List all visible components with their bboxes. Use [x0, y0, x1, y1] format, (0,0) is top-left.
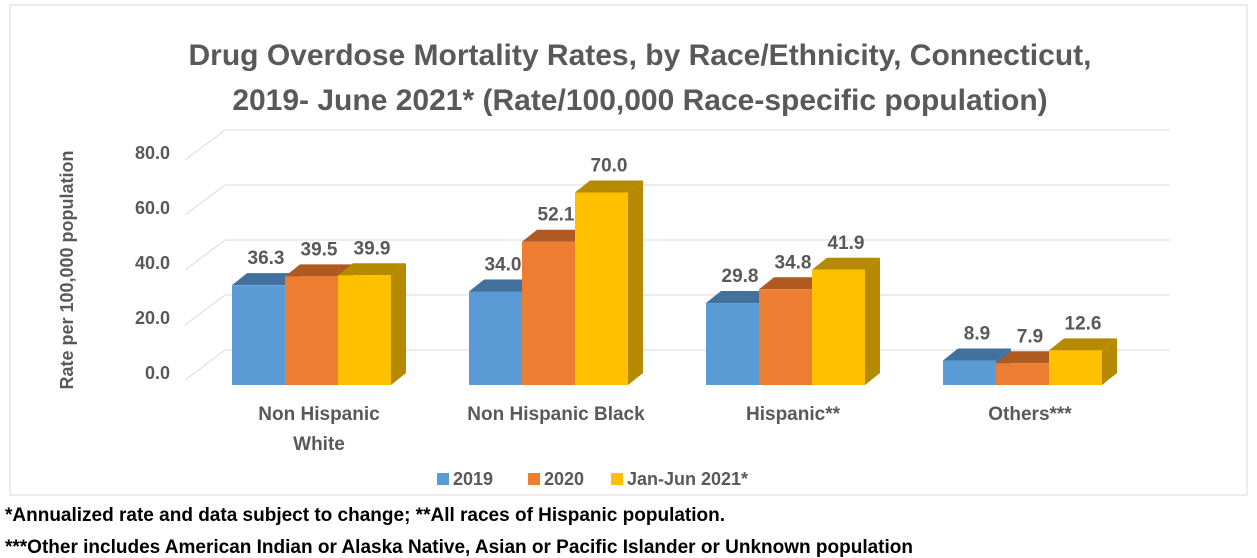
bar: [575, 192, 628, 385]
bar: [338, 275, 391, 385]
bar: [1049, 350, 1102, 385]
bar-top: [706, 291, 774, 304]
data-label: 7.9: [1017, 326, 1043, 347]
x-tick-label: Others***: [988, 404, 1072, 425]
bar-top: [996, 351, 1064, 364]
grid-line: [184, 129, 226, 161]
bar-top: [285, 264, 353, 277]
data-label: 34.8: [775, 252, 812, 273]
y-tick-label: 60.0: [135, 198, 170, 218]
bar-side: [1102, 338, 1117, 385]
data-label: 41.9: [828, 233, 865, 254]
bar-top: [943, 348, 1011, 361]
chart-subtitle: 2019- June 2021* (Rate/100,000 Race-spec…: [232, 84, 1047, 117]
bar-top: [812, 257, 880, 270]
bar-top: [338, 263, 406, 276]
data-label: 39.9: [354, 238, 391, 259]
x-tick-label: Hispanic**: [746, 404, 840, 425]
bar-top: [575, 180, 643, 193]
data-label: 39.5: [301, 239, 338, 260]
legend-swatch: [611, 473, 623, 485]
legend-swatch: [437, 473, 449, 485]
data-label: 12.6: [1065, 313, 1102, 334]
footnote: ***Other includes American Indian or Ala…: [5, 537, 913, 558]
bar-top: [1049, 338, 1117, 351]
bar-top: [232, 273, 300, 286]
legend-label: Jan-Jun 2021*: [627, 469, 748, 489]
bar: [812, 269, 865, 385]
data-label: 8.9: [964, 324, 990, 345]
data-label: 52.1: [538, 205, 575, 226]
bar: [232, 285, 285, 385]
bar-side: [628, 180, 643, 385]
bar-side: [865, 257, 880, 385]
footnote: *Annualized rate and data subject to cha…: [5, 505, 726, 526]
bar: [943, 360, 996, 385]
y-tick-label: 80.0: [135, 143, 170, 163]
bar: [285, 276, 338, 385]
bar: [469, 291, 522, 385]
bar-side: [391, 263, 406, 385]
y-tick-label: 0.0: [145, 363, 170, 383]
legend-label: 2020: [544, 469, 584, 489]
bar: [759, 289, 812, 385]
data-label: 70.0: [591, 156, 628, 177]
bar: [706, 303, 759, 385]
grid-line: [184, 239, 226, 271]
legend-swatch: [528, 473, 540, 485]
legend-label: 2019: [453, 469, 493, 489]
bar: [522, 241, 575, 385]
bar: [996, 363, 1049, 385]
grid-line: [184, 184, 226, 216]
grid-line: [184, 349, 226, 381]
data-label: 36.3: [248, 248, 285, 269]
x-tick-label: Non Hispanic White: [258, 404, 380, 455]
bar-top: [522, 229, 590, 242]
chart-title: Drug Overdose Mortality Rates, by Race/E…: [189, 39, 1092, 72]
grid-line: [184, 294, 226, 326]
x-tick-label: Non Hispanic Black: [467, 404, 645, 425]
data-label: 34.0: [485, 255, 522, 276]
y-tick-label: 20.0: [135, 308, 170, 328]
y-tick-label: 40.0: [135, 253, 170, 273]
bar-top: [759, 277, 827, 290]
y-axis-label: Rate per 100,000 population: [57, 150, 77, 389]
data-label: 29.8: [722, 266, 759, 287]
bar-top: [469, 279, 537, 292]
